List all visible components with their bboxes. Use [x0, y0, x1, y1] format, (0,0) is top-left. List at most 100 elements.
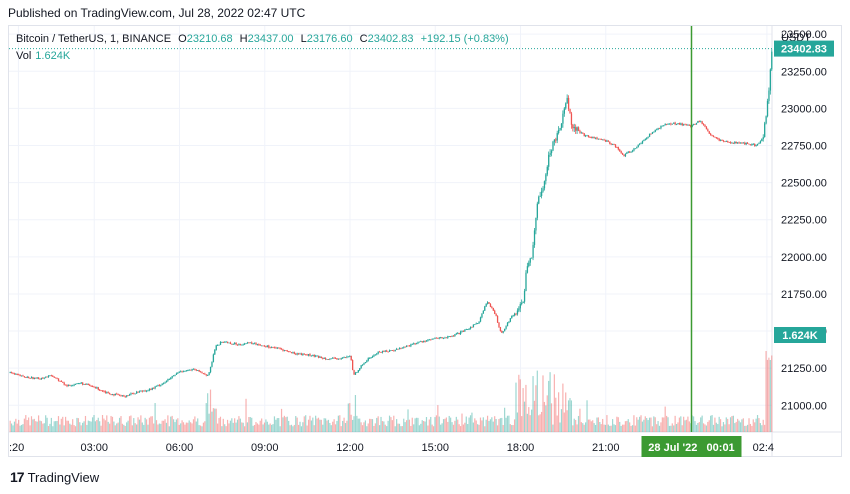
candle-body	[293, 352, 296, 354]
volume-bar	[702, 423, 705, 432]
candle-body	[111, 394, 114, 395]
candle-body	[298, 353, 300, 355]
volume-bar	[766, 359, 769, 432]
volume-bar	[120, 416, 122, 432]
candle-body	[100, 390, 102, 392]
volume-bar	[576, 424, 578, 432]
volume-bar	[361, 425, 364, 432]
candle-body	[712, 135, 715, 137]
candle-body	[569, 108, 571, 114]
candle-body	[168, 379, 171, 381]
candle-body	[313, 354, 315, 357]
volume-bar	[533, 400, 536, 432]
volume-bar	[326, 420, 328, 432]
candle-body	[653, 131, 655, 133]
volume-bar	[369, 418, 371, 432]
candle-body	[90, 385, 92, 387]
volume-bar	[300, 426, 303, 432]
candle-body	[164, 382, 166, 384]
candle-body	[94, 387, 97, 389]
candle-body	[351, 360, 354, 371]
volume-bar	[519, 379, 521, 432]
volume-bar	[513, 419, 516, 432]
volume-bar	[127, 420, 129, 432]
volume-bar	[313, 425, 315, 432]
candle-body	[109, 393, 111, 395]
candle-body	[715, 137, 718, 139]
price-tick-label: 22500.00	[781, 178, 827, 190]
volume-value: 1.624K	[35, 50, 71, 62]
volume-bar	[25, 415, 27, 432]
volume-bar	[269, 423, 271, 432]
volume-bar	[417, 417, 419, 432]
candle-body	[86, 383, 88, 385]
volume-bar	[765, 351, 767, 432]
candle-body	[147, 390, 149, 392]
volume-bar	[491, 417, 493, 432]
volume-bar	[323, 418, 325, 432]
candle-body	[263, 345, 266, 347]
volume-bar	[52, 426, 54, 432]
volume-bar	[288, 420, 290, 432]
open-value: 23210.68	[186, 33, 233, 45]
volume-bar	[479, 417, 482, 432]
candle-body	[378, 351, 381, 353]
candle-body	[299, 353, 301, 355]
volume-bar	[660, 422, 662, 432]
candle-body	[39, 378, 41, 380]
candle-body	[634, 148, 637, 150]
volume-bar	[20, 424, 23, 432]
volume-bar	[155, 420, 158, 432]
volume-bar	[77, 418, 79, 432]
volume-bar	[322, 424, 324, 432]
candle-body	[269, 347, 271, 349]
volume-label[interactable]: Vol	[16, 50, 32, 62]
volume-bar	[590, 421, 592, 432]
volume-bar	[285, 417, 287, 432]
volume-bar	[336, 420, 338, 432]
volume-bar	[681, 425, 683, 432]
volume-bar	[432, 426, 435, 432]
volume-bar	[57, 416, 60, 432]
candle-body	[103, 390, 105, 392]
volume-bar	[40, 421, 43, 432]
candle-body	[10, 372, 13, 374]
candle-body	[209, 366, 212, 373]
chart-frame[interactable]	[8, 25, 842, 457]
candle-body	[756, 143, 759, 146]
candle-body	[755, 145, 757, 146]
volume-bar	[154, 403, 156, 432]
candle-body	[343, 357, 345, 359]
volume-bar	[212, 408, 214, 432]
volume-bar	[744, 425, 746, 432]
candle-body	[671, 123, 673, 125]
candle-body	[282, 349, 284, 351]
symbol-title[interactable]: Bitcoin / TetherUS, 1, BINANCE	[16, 33, 172, 45]
candle-body	[273, 347, 276, 349]
volume-bar	[567, 400, 570, 432]
volume-bar	[587, 419, 590, 432]
volume-bar	[118, 417, 121, 432]
candle-body	[539, 195, 541, 197]
volume-bar	[73, 425, 75, 432]
candle-body	[315, 355, 317, 357]
volume-bar	[165, 422, 168, 432]
volume-bar	[494, 416, 496, 432]
candle-body	[246, 342, 249, 344]
volume-bar	[171, 415, 173, 432]
volume-bar	[26, 420, 28, 432]
candle-body	[528, 262, 530, 267]
candle-body	[20, 375, 23, 377]
footer[interactable]: 17 TradingView	[10, 469, 99, 485]
candle-body	[366, 360, 368, 362]
candle-body	[18, 374, 20, 376]
candle-body	[126, 395, 128, 397]
volume-bar	[114, 425, 116, 432]
candle-body	[729, 142, 732, 144]
volume-bar	[478, 424, 480, 432]
volume-bar	[339, 415, 341, 432]
candle-body	[25, 377, 27, 379]
candle-body	[593, 136, 595, 139]
volume-bar	[545, 405, 547, 432]
